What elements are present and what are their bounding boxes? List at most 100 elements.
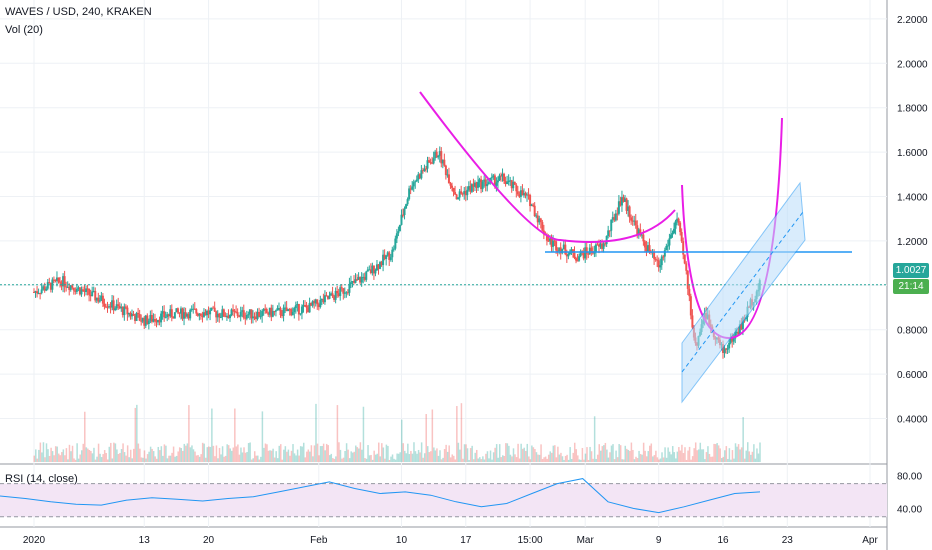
volume-bar [442, 457, 444, 462]
candle-body [184, 312, 187, 317]
candle-body [657, 260, 660, 268]
candle-body [412, 182, 415, 187]
volume-bar [407, 443, 409, 462]
volume-bar [528, 456, 530, 462]
volume-bar [600, 450, 602, 462]
candle-body [527, 194, 530, 196]
volume-bar [198, 456, 201, 462]
volume-bar [364, 458, 366, 462]
volume-indicator-label[interactable]: Vol (20) [5, 24, 43, 36]
candle-body [477, 182, 480, 188]
candle-body [454, 192, 457, 195]
volume-bar [440, 459, 443, 462]
volume-bar [402, 443, 405, 462]
candle-body [499, 175, 502, 177]
candle-body [503, 173, 506, 182]
candle-body [444, 165, 447, 175]
volume-bar [711, 456, 714, 462]
candle-body [167, 314, 170, 317]
volume-bar [708, 453, 711, 462]
candle-body [33, 291, 35, 293]
symbol-title[interactable]: WAVES / USD, 240, KRAKEN [5, 6, 152, 18]
rsi-axis-label: 40.00 [897, 504, 922, 515]
candle-body [545, 234, 548, 241]
candle-body [556, 250, 559, 252]
candle-body [478, 179, 481, 183]
volume-bar [400, 419, 403, 462]
time-axis-label: 2020 [23, 535, 46, 546]
candle-body [375, 264, 378, 271]
volume-bar [750, 454, 752, 462]
volume-bar [234, 408, 236, 462]
candle-body [630, 217, 633, 221]
volume-bar [459, 449, 461, 462]
volume-bar [82, 443, 84, 462]
volume-bar [635, 456, 637, 462]
candle-body [63, 276, 66, 287]
candle-body [334, 290, 337, 300]
price-axis-label: 2.2000 [897, 15, 928, 26]
volume-bar [584, 453, 587, 462]
volume-bar [125, 455, 127, 462]
candle-body [261, 311, 264, 317]
candle-body [227, 315, 230, 319]
candle-body [383, 254, 386, 259]
candle-body [359, 277, 362, 283]
candle-body [495, 182, 498, 186]
candle-body [144, 315, 147, 326]
candle-body [202, 312, 205, 317]
candle-body [248, 309, 251, 315]
candle-body [317, 304, 320, 308]
volume-bar [443, 449, 446, 462]
volume-bar [80, 450, 83, 462]
candle-body [233, 310, 236, 312]
candle-body [179, 308, 182, 314]
volume-bar [384, 458, 386, 462]
candle-body [386, 252, 389, 256]
candle-body [129, 312, 132, 317]
candle-body [247, 314, 250, 316]
candle-body [397, 231, 400, 234]
candle-body [104, 306, 107, 308]
volume-bar [307, 449, 310, 462]
candle-body [677, 218, 680, 223]
volume-bar [96, 456, 98, 462]
volume-bar [379, 456, 382, 462]
candle-body [189, 309, 192, 319]
volume-bar [341, 458, 343, 462]
candle-body [287, 309, 290, 312]
candle-body [438, 151, 441, 156]
candle-body [348, 283, 351, 293]
volume-bar [448, 445, 450, 462]
volume-bar [445, 444, 447, 462]
candle-body [637, 229, 640, 236]
candle-body [100, 295, 103, 301]
candle-body [582, 252, 585, 259]
volume-bar [260, 456, 262, 462]
volume-bar [724, 450, 726, 462]
candle-body [414, 181, 417, 183]
volume-bar [633, 459, 636, 462]
volume-bar [327, 445, 329, 462]
candle-body [169, 309, 172, 317]
candle-body [190, 309, 193, 311]
volume-bar [705, 452, 708, 462]
rsi-indicator-label[interactable]: RSI (14, close) [5, 473, 78, 485]
volume-bar [508, 445, 510, 462]
candle-body [385, 255, 388, 259]
volume-bar [419, 452, 421, 462]
volume-bar [492, 452, 495, 462]
volume-bar [696, 450, 698, 462]
candle-body [737, 331, 740, 335]
candle-body [83, 290, 86, 292]
volume-bar [593, 416, 596, 462]
volume-bar [276, 458, 279, 462]
volume-bar [446, 451, 449, 462]
candle-body [241, 310, 244, 312]
volume-bar [537, 454, 539, 462]
candle-body [516, 191, 519, 195]
candle-body [123, 306, 126, 316]
volume-bar [113, 442, 115, 462]
volume-bar [231, 450, 233, 462]
candle-body [256, 311, 259, 320]
